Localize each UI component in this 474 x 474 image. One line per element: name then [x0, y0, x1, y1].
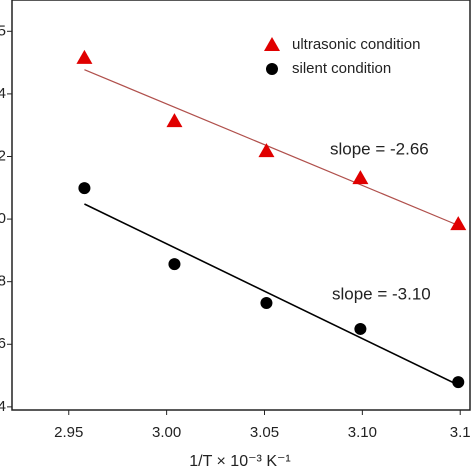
fit-line	[84, 203, 459, 386]
point	[354, 322, 367, 335]
plot-frame	[11, 0, 471, 411]
y-tick-label: 4	[0, 398, 6, 415]
legend-marker	[266, 63, 278, 75]
point	[450, 216, 467, 231]
y-tick-label: 2	[0, 147, 6, 164]
legend-label: ultrasonic condition	[292, 36, 420, 53]
point	[452, 376, 465, 389]
x-tick-label: 3.05	[250, 424, 279, 441]
legend-label: silent condition	[292, 60, 391, 77]
point	[166, 113, 183, 128]
y-tick-label: 6	[0, 335, 6, 352]
point	[352, 170, 369, 185]
x-tick-label: 2.95	[54, 424, 83, 441]
x-tick-label: 3.00	[152, 424, 181, 441]
point	[260, 296, 273, 309]
legend-marker	[264, 37, 280, 51]
x-axis-label: 1/T × 10⁻³ K⁻¹	[189, 453, 291, 470]
fit-line	[84, 69, 459, 226]
y-tick-label: 8	[0, 273, 6, 290]
point	[76, 49, 93, 64]
point	[168, 258, 181, 271]
point	[78, 182, 91, 195]
y-tick-label: 5	[0, 22, 6, 39]
y-tick-label: 0	[0, 210, 6, 227]
point	[258, 143, 275, 158]
y-tick-label: 4	[0, 85, 6, 102]
x-tick-label: 3.10	[348, 424, 377, 441]
x-tick-label: 3.1	[450, 424, 471, 441]
annotation: slope = -2.66	[330, 139, 429, 158]
annotation: slope = -3.10	[332, 284, 431, 303]
